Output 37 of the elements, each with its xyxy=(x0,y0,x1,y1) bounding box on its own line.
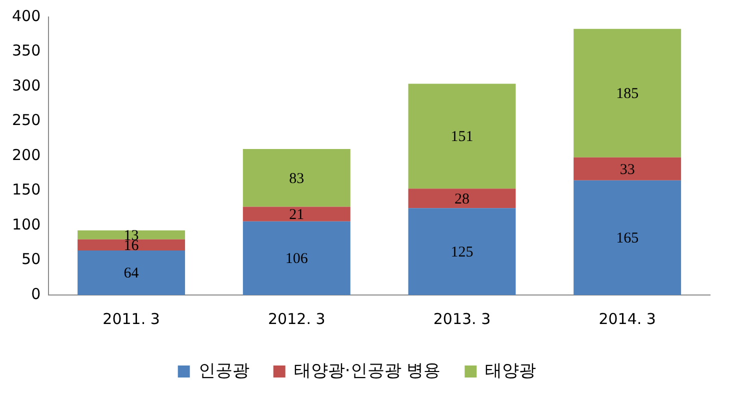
bar xyxy=(242,149,350,207)
y-tick-label: 0 xyxy=(31,284,41,303)
x-tick-label: 2013. 3 xyxy=(433,310,491,328)
y-tick-label: 200 xyxy=(12,146,41,164)
data-label: 21 xyxy=(289,206,304,223)
y-tick-label: 300 xyxy=(12,76,41,94)
data-label: 106 xyxy=(285,251,308,268)
bar xyxy=(242,206,350,222)
y-tick-label: 100 xyxy=(12,215,41,234)
bar xyxy=(78,239,186,251)
bar xyxy=(242,221,350,295)
x-tick-label: 2014. 3 xyxy=(598,310,656,328)
bar xyxy=(408,84,516,189)
y-tick-label: 50 xyxy=(22,250,41,268)
legend-label: 태양광 xyxy=(485,360,536,381)
bar xyxy=(574,157,682,180)
legend-label: 태양광·인공광 병용 xyxy=(294,360,441,381)
bar xyxy=(408,208,516,295)
data-label: 125 xyxy=(450,244,474,260)
legend-label: 인공광 xyxy=(198,360,250,381)
data-label: 28 xyxy=(454,191,470,208)
data-label: 33 xyxy=(620,162,635,178)
y-tick-label: 150 xyxy=(12,180,41,199)
y-tick-label: 350 xyxy=(12,42,41,60)
data-label: 83 xyxy=(289,170,304,187)
data-label: 64 xyxy=(124,266,140,282)
y-tick-label: 250 xyxy=(12,111,41,130)
bar xyxy=(408,188,516,208)
y-tick-label: 400 xyxy=(12,6,41,25)
data-label: 185 xyxy=(616,86,639,102)
bar xyxy=(574,180,682,295)
data-label: 151 xyxy=(450,129,474,146)
bar xyxy=(574,28,682,158)
data-label: 165 xyxy=(616,230,639,247)
bar xyxy=(78,250,186,295)
x-tick-label: 2012. 3 xyxy=(268,310,326,328)
x-tick-label: 2011. 3 xyxy=(102,310,160,328)
